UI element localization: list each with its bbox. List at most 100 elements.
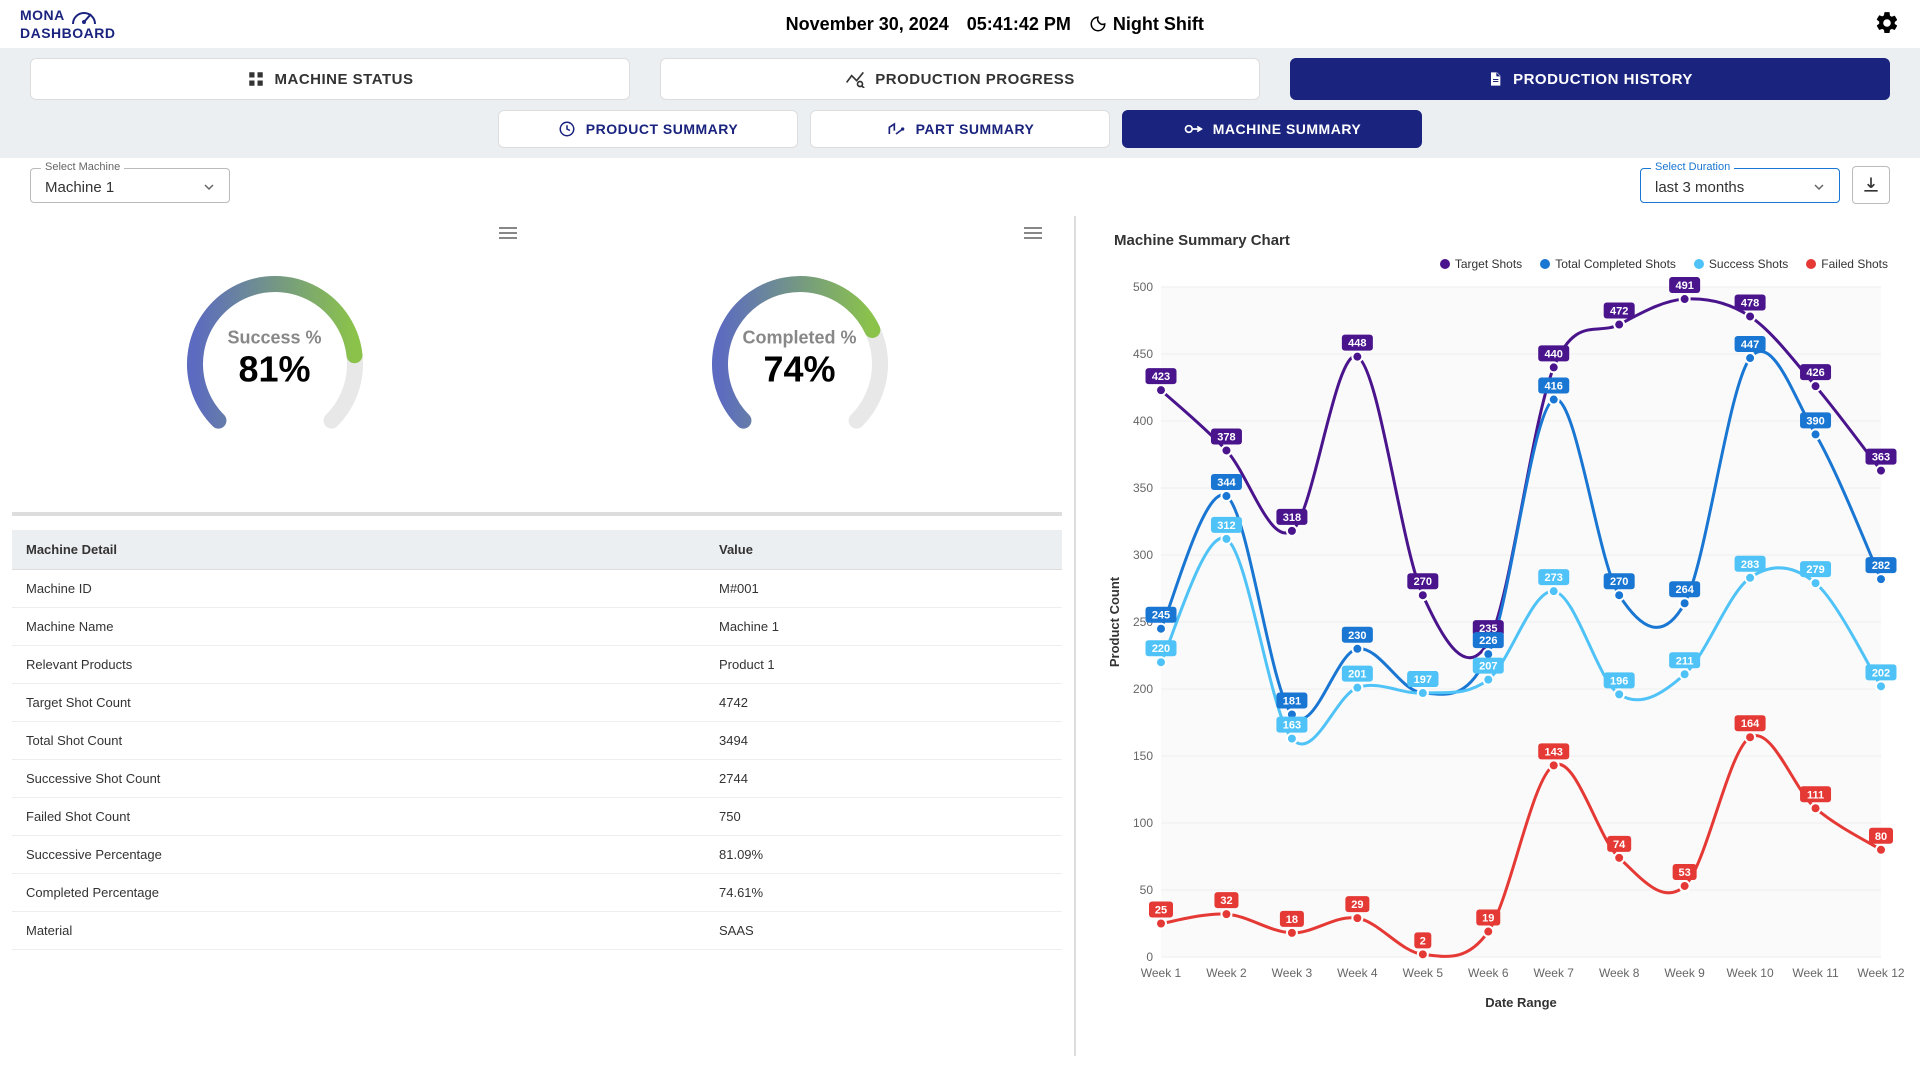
svg-text:Week 12: Week 12 [1857, 966, 1904, 980]
svg-text:344: 344 [1217, 477, 1236, 489]
filter-bar: Select Machine Machine 1 Select Duration… [0, 158, 1920, 216]
table-row: Successive Percentage81.09% [12, 836, 1062, 874]
logo: MONA DASHBOARD [20, 8, 116, 40]
table-row: Completed Percentage74.61% [12, 874, 1062, 912]
svg-text:318: 318 [1283, 512, 1301, 524]
svg-text:111: 111 [1807, 789, 1824, 801]
tab-machine-status[interactable]: MACHINE STATUS [30, 58, 630, 100]
svg-text:211: 211 [1676, 655, 1694, 667]
logo-line2: DASHBOARD [20, 25, 116, 41]
svg-text:282: 282 [1872, 560, 1890, 572]
gauge-menu-button[interactable] [499, 226, 517, 243]
svg-text:0: 0 [1146, 950, 1153, 964]
tab-production-progress[interactable]: PRODUCTION PROGRESS [660, 58, 1260, 100]
gauge-menu-button[interactable] [1024, 226, 1042, 243]
table-row: Total Shot Count3494 [12, 722, 1062, 760]
machine-select[interactable]: Select Machine Machine 1 [30, 168, 230, 203]
svg-text:Week 7: Week 7 [1533, 966, 1574, 980]
chevron-down-icon [203, 181, 215, 193]
svg-text:32: 32 [1220, 895, 1232, 907]
svg-text:378: 378 [1217, 431, 1235, 443]
svg-text:Week 3: Week 3 [1272, 966, 1313, 980]
download-button[interactable] [1852, 166, 1890, 204]
svg-text:440: 440 [1545, 348, 1563, 360]
machine-icon [1183, 120, 1203, 138]
table-row: Machine IDM#001 [12, 570, 1062, 608]
svg-text:450: 450 [1133, 347, 1153, 361]
download-icon [1861, 175, 1881, 195]
svg-text:300: 300 [1133, 548, 1153, 562]
gear-icon [1874, 10, 1900, 36]
svg-text:Week 10: Week 10 [1727, 966, 1774, 980]
svg-text:264: 264 [1675, 584, 1694, 596]
svg-text:448: 448 [1348, 338, 1366, 350]
svg-text:283: 283 [1741, 559, 1759, 571]
table-row: MaterialSAAS [12, 912, 1062, 950]
svg-text:350: 350 [1133, 481, 1153, 495]
svg-text:230: 230 [1348, 630, 1366, 642]
svg-text:245: 245 [1152, 610, 1170, 622]
svg-text:423: 423 [1152, 371, 1170, 383]
content: Success % 81% Completed % 74% Machine De… [0, 216, 1920, 1056]
duration-select[interactable]: Select Duration last 3 months [1640, 168, 1840, 203]
legend-item: Success Shots [1694, 257, 1788, 271]
legend-item: Failed Shots [1806, 257, 1888, 271]
svg-text:220: 220 [1152, 643, 1170, 655]
svg-text:196: 196 [1610, 675, 1628, 687]
svg-text:279: 279 [1806, 564, 1824, 576]
gauge-success: Success % 81% [12, 216, 537, 512]
part-icon [886, 120, 906, 138]
settings-button[interactable] [1874, 10, 1900, 39]
svg-text:80: 80 [1875, 831, 1887, 843]
svg-text:29: 29 [1351, 899, 1363, 911]
subtab-machine-summary[interactable]: MACHINE SUMMARY [1122, 110, 1422, 148]
header-time: 05:41:42 PM [967, 14, 1071, 35]
tab-production-history[interactable]: PRODUCTION HISTORY [1290, 58, 1890, 100]
svg-text:447: 447 [1741, 339, 1759, 351]
svg-text:150: 150 [1133, 749, 1153, 763]
machine-summary-chart: 050100150200250300350400450500Week 1Week… [1094, 277, 1908, 1017]
svg-text:197: 197 [1414, 674, 1432, 686]
svg-text:Week 2: Week 2 [1206, 966, 1247, 980]
chart-title: Machine Summary Chart [1114, 232, 1908, 249]
table-header: Machine Detail [12, 530, 705, 570]
svg-text:Week 5: Week 5 [1403, 966, 1444, 980]
gauge-completed: Completed % 74% [537, 216, 1062, 512]
svg-text:164: 164 [1741, 718, 1760, 730]
right-column: Machine Summary Chart Target ShotsTotal … [1074, 216, 1908, 1056]
header-date: November 30, 2024 [786, 14, 949, 35]
svg-text:491: 491 [1675, 280, 1693, 292]
svg-text:500: 500 [1133, 280, 1153, 294]
clock-icon [558, 120, 576, 138]
svg-text:312: 312 [1217, 520, 1235, 532]
left-column: Success % 81% Completed % 74% Machine De… [12, 216, 1062, 1056]
gauges-row: Success % 81% Completed % 74% [12, 216, 1062, 516]
svg-text:Week 4: Week 4 [1337, 966, 1378, 980]
subtab-part-summary[interactable]: PART SUMMARY [810, 110, 1110, 148]
svg-text:Week 11: Week 11 [1792, 966, 1839, 980]
table-row: Relevant ProductsProduct 1 [12, 646, 1062, 684]
svg-text:270: 270 [1610, 576, 1628, 588]
table-row: Successive Shot Count2744 [12, 760, 1062, 798]
moon-icon [1089, 15, 1107, 33]
svg-text:472: 472 [1610, 306, 1628, 318]
svg-text:74: 74 [1613, 839, 1626, 851]
svg-text:200: 200 [1133, 682, 1153, 696]
svg-text:100: 100 [1133, 816, 1153, 830]
table-row: Target Shot Count4742 [12, 684, 1062, 722]
svg-text:226: 226 [1479, 635, 1497, 647]
svg-text:2: 2 [1420, 935, 1426, 947]
grid-icon [247, 70, 265, 88]
subtab-product-summary[interactable]: PRODUCT SUMMARY [498, 110, 798, 148]
svg-text:53: 53 [1679, 867, 1691, 879]
svg-text:143: 143 [1545, 746, 1563, 758]
table-header: Value [705, 530, 1062, 570]
svg-text:202: 202 [1872, 667, 1890, 679]
machine-detail-table: Machine Detail Value Machine IDM#001Mach… [12, 530, 1062, 950]
chevron-down-icon [1813, 181, 1825, 193]
trend-icon [845, 70, 865, 88]
svg-text:18: 18 [1286, 914, 1298, 926]
svg-text:478: 478 [1741, 297, 1759, 309]
svg-text:400: 400 [1133, 414, 1153, 428]
main-tabs: MACHINE STATUS PRODUCTION PROGRESS PRODU… [0, 48, 1920, 110]
